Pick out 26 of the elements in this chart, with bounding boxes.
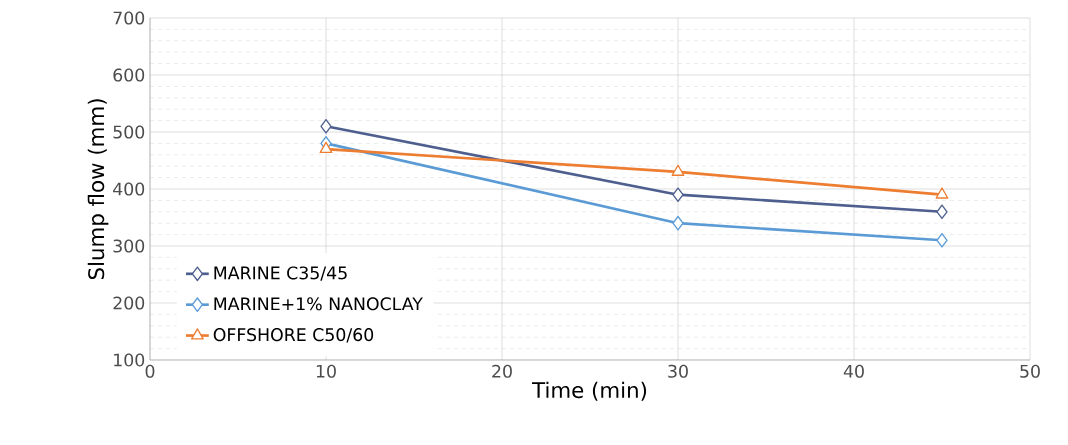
legend-label: MARINE C35/45 bbox=[214, 266, 347, 281]
x-tick-label: 20 bbox=[492, 364, 512, 378]
point bbox=[319, 141, 333, 154]
y-tick-label: 100 bbox=[114, 353, 145, 367]
point bbox=[936, 232, 948, 248]
y-axis-title: Slump flow (mm) bbox=[87, 99, 109, 280]
y-tick-label: 400 bbox=[113, 182, 145, 196]
x-tick-label: 30 bbox=[668, 364, 688, 378]
y-tick-label: 500 bbox=[113, 125, 145, 139]
legend-label: OFFSHORE C50/60 bbox=[213, 328, 374, 343]
point bbox=[936, 204, 948, 220]
point bbox=[672, 215, 684, 231]
y-tick-label: 700 bbox=[113, 11, 145, 25]
point bbox=[671, 164, 685, 176]
x-tick-label: 0 bbox=[145, 364, 155, 378]
x-axis-title: Time (min) bbox=[532, 381, 647, 401]
y-tick-label: 200 bbox=[113, 296, 145, 310]
y-tick-label: 300 bbox=[113, 239, 145, 253]
x-tick-label: 40 bbox=[843, 364, 864, 378]
point bbox=[672, 187, 684, 203]
legend-label: MARINE+1% NANOCLAY bbox=[214, 297, 423, 311]
x-tick-label: 50 bbox=[1020, 364, 1040, 378]
point bbox=[935, 187, 949, 199]
point bbox=[320, 118, 332, 134]
x-tick-label: 10 bbox=[316, 364, 336, 378]
y-tick-label: 600 bbox=[113, 68, 145, 82]
